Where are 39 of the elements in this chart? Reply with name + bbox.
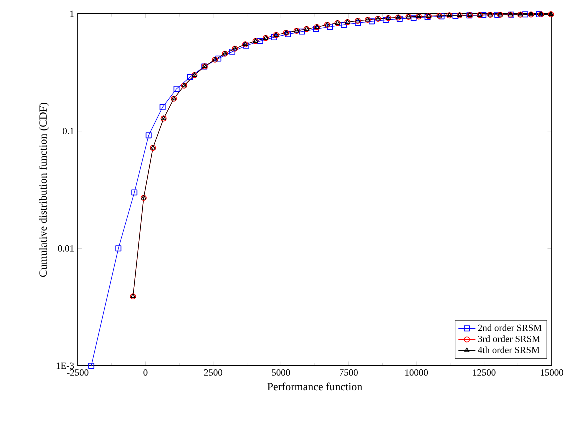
x-tick-label: 15000 (541, 370, 564, 376)
x-tick-label: -2500 (67, 370, 89, 376)
point (299, 28, 306, 35)
point (480, 12, 487, 18)
point (271, 34, 278, 41)
x-tick-label: 10000 (406, 370, 428, 376)
point (355, 20, 362, 26)
y-tick-label: 0.1 (63, 128, 74, 135)
point (452, 13, 459, 20)
x-tick-label: 7500 (340, 370, 358, 376)
y-tick-label: 0.01 (58, 245, 74, 252)
point (494, 12, 501, 18)
point (160, 104, 166, 110)
point (410, 15, 417, 22)
point (116, 246, 122, 252)
legend-label: 3rd order SRSM (478, 336, 540, 342)
point (327, 24, 334, 30)
y-tick-label: 1 (70, 10, 74, 18)
y-tick-label: 1E-3 (56, 362, 74, 370)
x-axis-title: Performance function (268, 382, 362, 391)
point (174, 86, 180, 92)
point (187, 74, 194, 80)
point (146, 132, 152, 139)
point (382, 17, 389, 24)
legend-label: 4th order SRSM (478, 346, 540, 354)
legend-label: 2nd order SRSM (478, 324, 542, 332)
point (369, 18, 376, 25)
point (88, 363, 95, 369)
point (257, 38, 264, 44)
x-tick-label: 5000 (272, 370, 290, 376)
point (230, 48, 236, 55)
y-axis-title: Cumulative distribution function (CDF) (39, 102, 50, 278)
point (216, 56, 222, 62)
x-tick-label: 12500 (473, 370, 496, 376)
point (132, 190, 138, 196)
x-tick-label: 0 (144, 370, 148, 376)
x-tick-label: 2500 (204, 370, 223, 376)
point (522, 12, 528, 18)
point (341, 22, 348, 28)
